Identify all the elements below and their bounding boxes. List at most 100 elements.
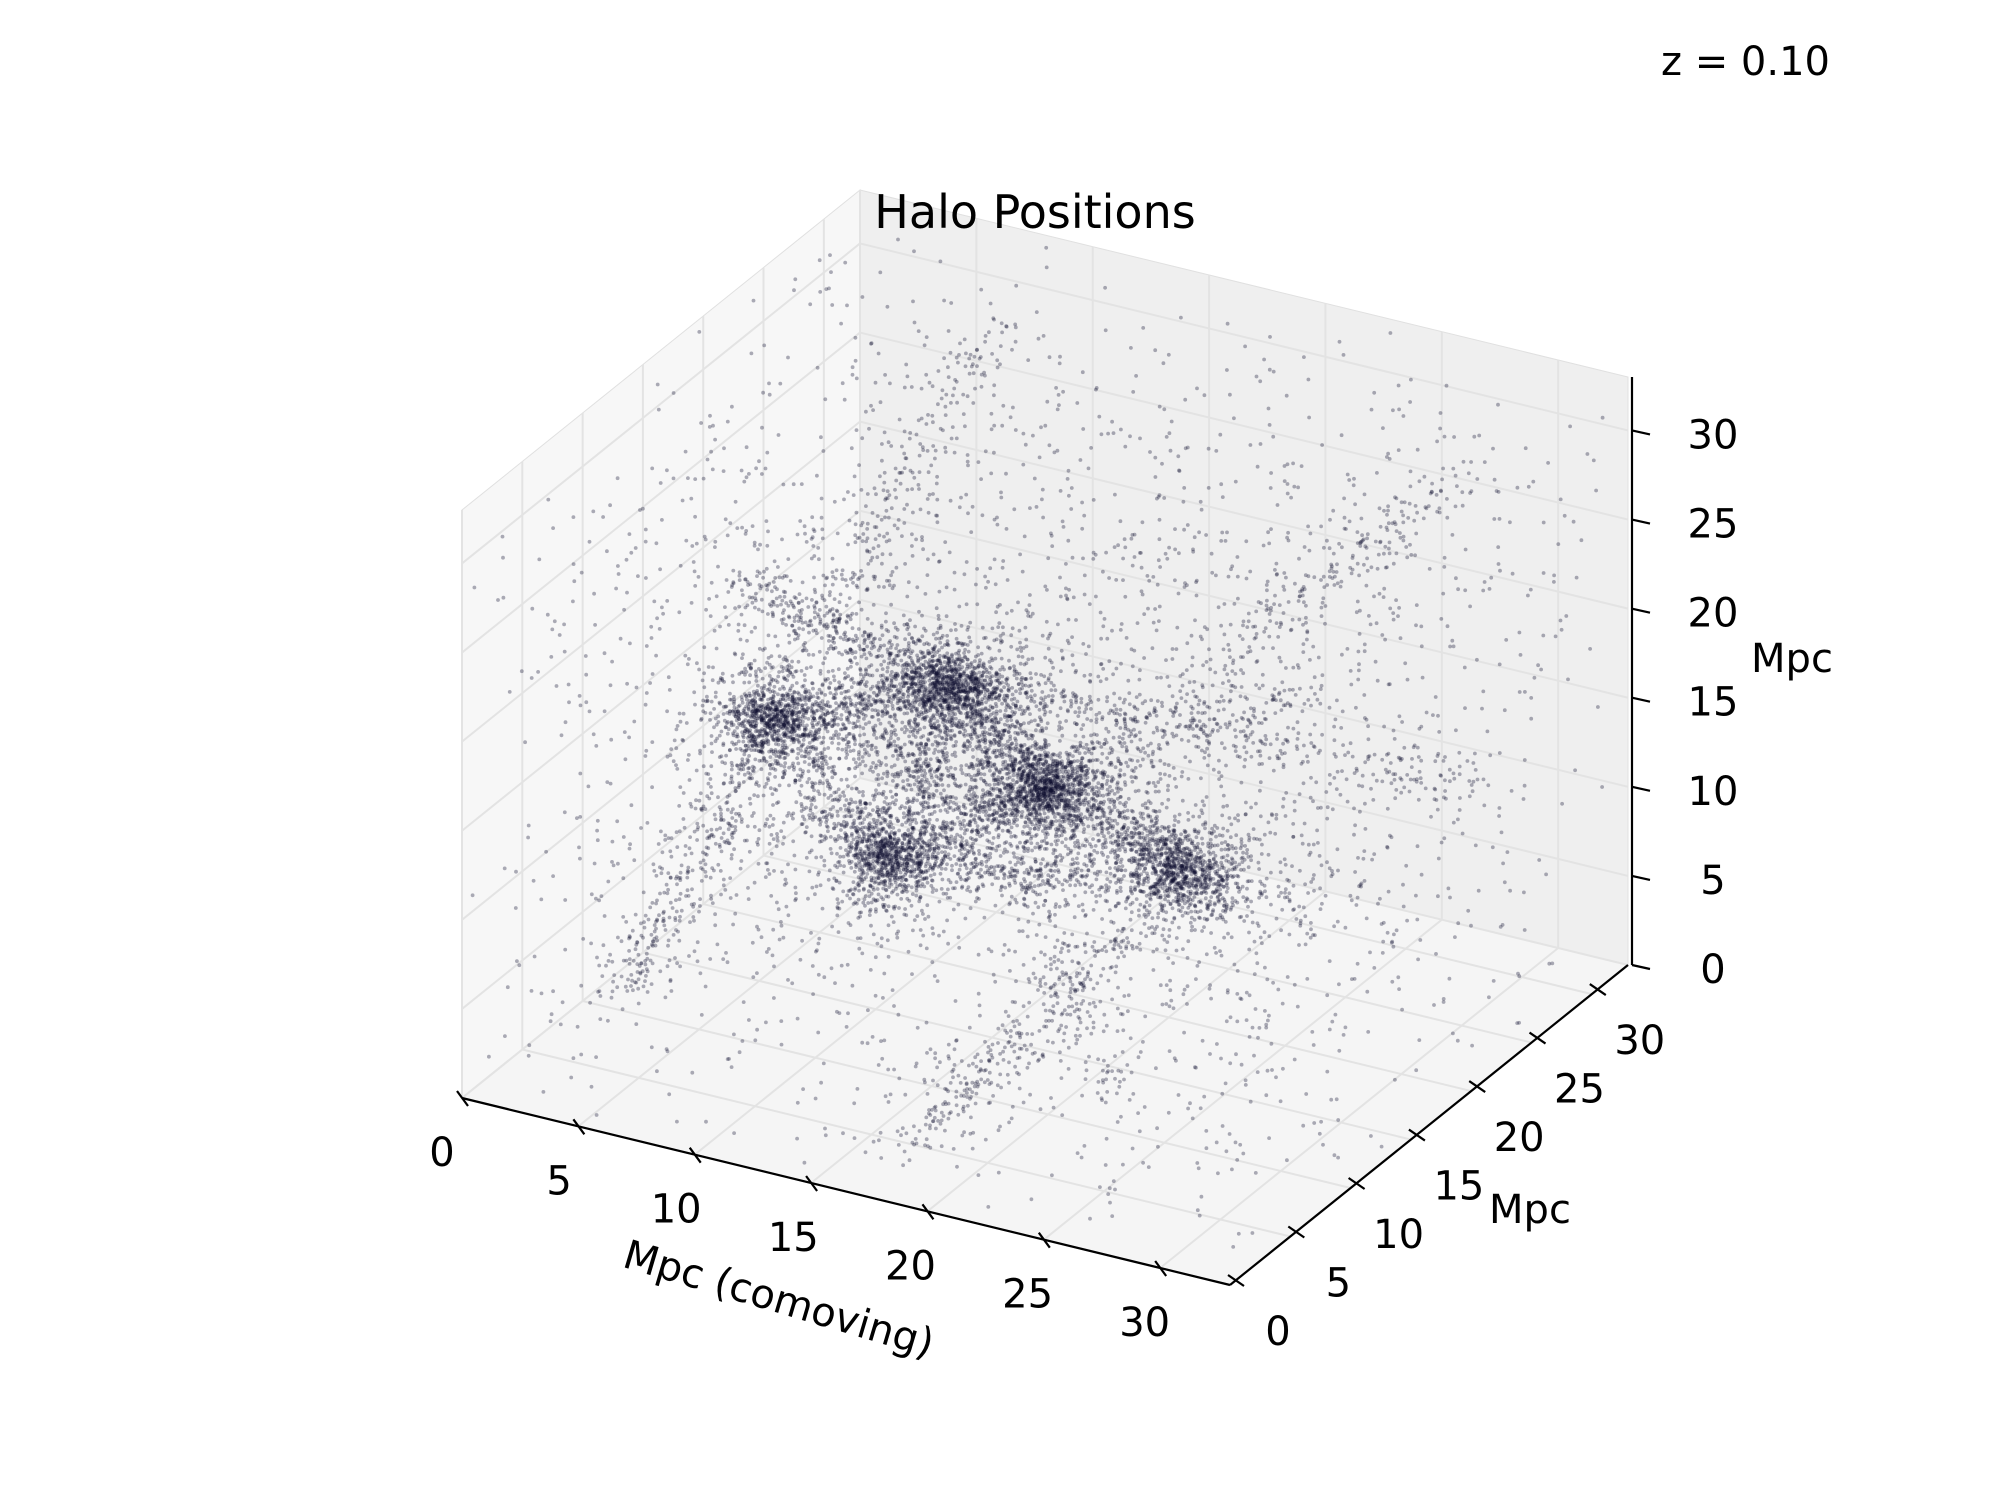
halo-point [887, 720, 892, 725]
halo-point [988, 665, 993, 669]
halo-point [881, 710, 885, 715]
halo-point [902, 652, 907, 657]
halo-point [892, 716, 897, 721]
halo-point [1141, 823, 1145, 828]
halo-point [697, 909, 701, 914]
halo-point [1163, 858, 1167, 863]
halo-point [1385, 528, 1390, 532]
halo-point [1539, 667, 1543, 672]
halo-point [1263, 734, 1268, 738]
halo-point [839, 321, 843, 326]
halo-point [1188, 837, 1192, 842]
halo-point [1419, 758, 1424, 763]
halo-point [1216, 894, 1220, 899]
halo-point [780, 598, 785, 603]
halo-point [1456, 817, 1460, 822]
halo-point [1412, 518, 1417, 523]
halo-point [1130, 758, 1134, 763]
halo-point [1018, 704, 1023, 709]
halo-point [1321, 596, 1326, 601]
halo-point [1480, 706, 1484, 711]
halo-point [948, 498, 953, 503]
halo-point [1059, 691, 1064, 696]
halo-point [1298, 594, 1302, 598]
halo-point [1299, 464, 1304, 468]
halo-point [1156, 495, 1161, 499]
halo-point [1185, 861, 1190, 865]
halo-point [797, 592, 802, 596]
halo-point [1029, 688, 1034, 693]
halo-point [1531, 479, 1536, 484]
halo-point [1219, 841, 1224, 845]
halo-point [1155, 891, 1160, 896]
halo-point [739, 612, 744, 617]
halo-point [1477, 433, 1482, 438]
halo-point [1386, 751, 1391, 756]
halo-point [822, 598, 827, 602]
halo-point [845, 638, 849, 643]
halo-point [1492, 477, 1497, 482]
halo-point [1191, 689, 1196, 694]
halo-point [1218, 892, 1222, 897]
halo-point [1190, 706, 1195, 711]
halo-point [1451, 820, 1456, 825]
halo-point [1199, 850, 1203, 854]
halo-point [1288, 628, 1293, 633]
halo-point [1442, 836, 1447, 841]
halo-point [1556, 542, 1561, 546]
halo-point [1264, 717, 1268, 722]
halo-point [1228, 622, 1233, 627]
halo-point [1164, 805, 1169, 810]
halo-point [1467, 794, 1472, 799]
halo-point [1173, 857, 1177, 861]
halo-point [1141, 757, 1145, 762]
halo-point [935, 513, 939, 518]
halo-point [1253, 624, 1258, 629]
halo-point [1355, 530, 1360, 534]
halo-point [871, 697, 876, 702]
halo-point [1521, 797, 1526, 801]
halo-point [1571, 519, 1576, 524]
halo-point [846, 542, 850, 547]
halo-point [987, 659, 992, 664]
halo-point [1136, 788, 1141, 793]
halo-point [971, 362, 975, 367]
halo-point [1306, 698, 1311, 702]
halo-point [880, 733, 885, 737]
halo-point [1117, 735, 1122, 739]
halo-point [1090, 785, 1095, 790]
halo-point [1055, 407, 1060, 412]
halo-point [1433, 695, 1438, 699]
halo-point [709, 580, 714, 585]
halo-point [1179, 315, 1183, 320]
halo-point [950, 425, 955, 429]
halo-point [1158, 777, 1163, 781]
halo-point [1209, 841, 1213, 846]
halo-point [1417, 769, 1422, 774]
halo-point [884, 611, 888, 616]
halo-point [824, 287, 829, 291]
halo-point [1523, 690, 1527, 694]
halo-point [1077, 765, 1082, 769]
halo-point [1164, 658, 1168, 662]
halo-point [1176, 861, 1181, 866]
halo-point [1243, 344, 1247, 349]
halo-point [1362, 649, 1367, 654]
halo-point [997, 693, 1002, 697]
halo-point [953, 378, 957, 382]
halo-point [1029, 719, 1034, 724]
halo-point [1122, 874, 1126, 878]
halo-point [1019, 712, 1024, 716]
halo-point [1161, 927, 1166, 932]
halo-point [853, 335, 858, 340]
halo-point [1166, 783, 1170, 788]
halo-point [1208, 902, 1213, 907]
halo-point [1163, 842, 1167, 847]
halo-point [1221, 878, 1225, 883]
halo-point [1451, 466, 1456, 471]
halo-point [863, 701, 868, 706]
halo-point [1167, 431, 1172, 436]
halo-point [1133, 734, 1137, 739]
halo-point [876, 648, 881, 653]
halo-point [865, 521, 870, 526]
